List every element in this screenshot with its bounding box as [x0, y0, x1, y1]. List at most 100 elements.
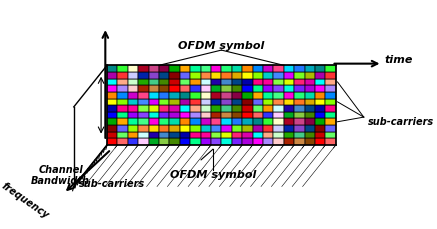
Bar [128, 73, 138, 79]
Bar [222, 66, 232, 73]
Bar [232, 119, 242, 125]
Bar [180, 86, 190, 93]
Bar [263, 73, 274, 79]
Bar [274, 106, 284, 112]
Bar [107, 125, 118, 132]
Bar [128, 119, 138, 125]
Bar [305, 139, 315, 145]
Bar [222, 106, 232, 112]
Bar [315, 106, 326, 112]
Bar [263, 119, 274, 125]
Bar [180, 112, 190, 119]
Bar [128, 139, 138, 145]
Bar [107, 93, 118, 99]
Bar [159, 132, 170, 139]
Bar [315, 99, 326, 106]
Bar [170, 66, 180, 73]
Bar [315, 86, 326, 93]
Bar [263, 106, 274, 112]
Bar [326, 73, 336, 79]
Bar [284, 106, 294, 112]
Bar [263, 93, 274, 99]
Bar [263, 66, 274, 73]
Bar [118, 79, 128, 86]
Bar [190, 132, 201, 139]
Bar [159, 86, 170, 93]
Bar [190, 79, 201, 86]
Bar [149, 93, 159, 99]
Bar [222, 119, 232, 125]
Bar [118, 125, 128, 132]
Bar [180, 106, 190, 112]
Bar [118, 93, 128, 99]
Bar [253, 86, 263, 93]
Bar [201, 125, 211, 132]
Bar [326, 119, 336, 125]
Bar [138, 139, 149, 145]
Bar [211, 132, 222, 139]
Bar [242, 132, 253, 139]
Bar [159, 66, 170, 73]
Bar [315, 112, 326, 119]
Bar [180, 99, 190, 106]
Bar [180, 73, 190, 79]
Bar [274, 125, 284, 132]
Bar [159, 139, 170, 145]
Bar [128, 79, 138, 86]
Bar [211, 112, 222, 119]
Bar [170, 99, 180, 106]
Bar [253, 132, 263, 139]
Bar [222, 112, 232, 119]
Bar [107, 112, 118, 119]
Bar [294, 79, 305, 86]
Bar [294, 125, 305, 132]
Bar [284, 112, 294, 119]
Bar [190, 93, 201, 99]
Bar [118, 99, 128, 106]
Bar [253, 112, 263, 119]
Bar [253, 125, 263, 132]
Bar [118, 112, 128, 119]
Bar [170, 139, 180, 145]
Text: sub-carriers: sub-carriers [79, 178, 145, 188]
Bar [201, 112, 211, 119]
Bar [107, 99, 118, 106]
Bar [242, 99, 253, 106]
Bar [149, 73, 159, 79]
Bar [242, 73, 253, 79]
Bar [242, 139, 253, 145]
Bar [294, 99, 305, 106]
Bar [305, 125, 315, 132]
Bar [190, 125, 201, 132]
Bar [232, 93, 242, 99]
Bar [211, 125, 222, 132]
Bar [107, 66, 118, 73]
Bar [305, 79, 315, 86]
Bar [138, 119, 149, 125]
Bar [263, 79, 274, 86]
Bar [138, 73, 149, 79]
Bar [170, 112, 180, 119]
Bar [326, 79, 336, 86]
Text: time: time [385, 55, 413, 65]
Bar [232, 112, 242, 119]
Bar [211, 73, 222, 79]
Bar [107, 106, 118, 112]
Bar [222, 86, 232, 93]
Bar [222, 93, 232, 99]
Bar [263, 86, 274, 93]
Bar [242, 66, 253, 73]
Bar [180, 119, 190, 125]
Bar [326, 86, 336, 93]
Bar [149, 106, 159, 112]
Bar [232, 99, 242, 106]
Bar [107, 73, 118, 79]
Bar [149, 125, 159, 132]
Bar [201, 86, 211, 93]
Bar [222, 79, 232, 86]
Bar [242, 119, 253, 125]
Bar [170, 132, 180, 139]
Bar [190, 86, 201, 93]
Bar [128, 93, 138, 99]
Bar [326, 66, 336, 73]
